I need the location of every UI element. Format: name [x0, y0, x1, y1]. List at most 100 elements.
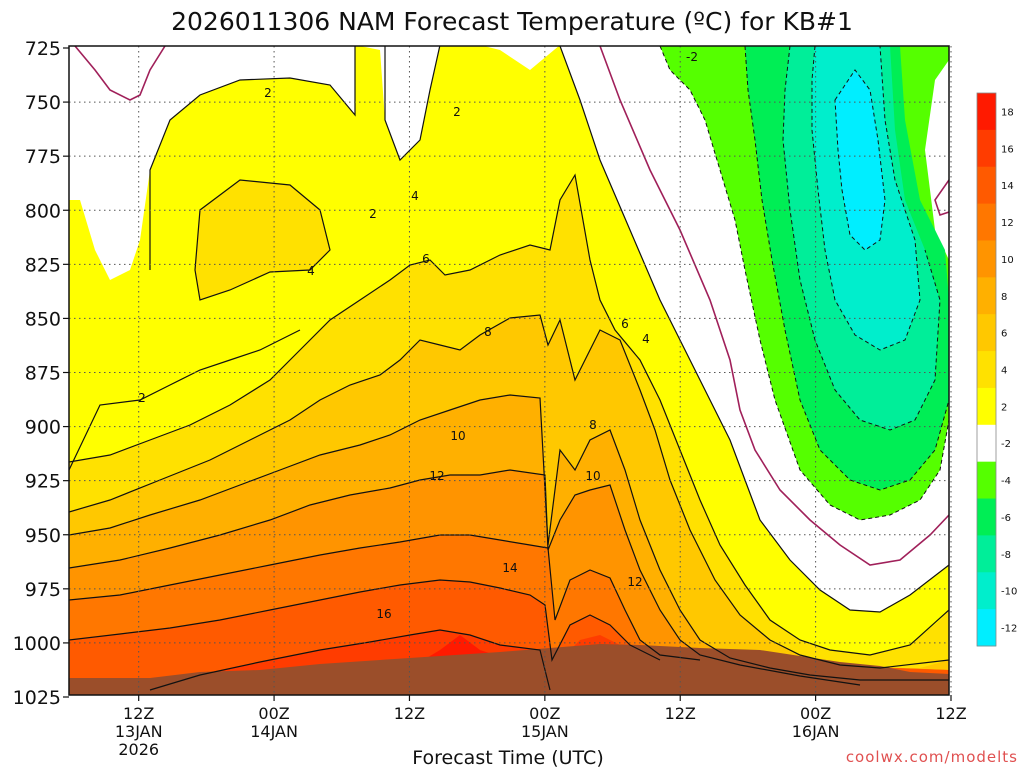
- contour-label: 12: [627, 575, 642, 589]
- isotherm-zero-ne: [934, 179, 949, 217]
- colorbar-segment: [977, 166, 996, 205]
- band-neg10-neg12: [835, 70, 885, 250]
- isotherm-2-upper: [149, 46, 356, 270]
- colorbar-label: -8: [1001, 550, 1011, 561]
- contour-label: 4: [307, 264, 315, 278]
- colorbar: 18 16 14 12 10 8 6 4 2 -2 -4 -6 -8 -10 -12: [976, 92, 1017, 647]
- colorbar-label: 2: [1001, 402, 1007, 413]
- colorbar-segment: [977, 277, 996, 315]
- colorbar-segment: [977, 93, 996, 131]
- plot-area: [69, 46, 949, 695]
- colorbar-label: 8: [1001, 292, 1007, 303]
- contour-label: 16: [376, 607, 391, 621]
- colorbar-label: 18: [1001, 107, 1014, 118]
- contour-label: 4: [642, 332, 650, 346]
- band-2-4-west: [69, 330, 300, 470]
- contour-label: 14: [502, 561, 517, 575]
- isotherm-neg10: [834, 69, 886, 251]
- colorbar-segment: [977, 129, 996, 168]
- x-tick-label: 12Z: [394, 704, 425, 723]
- x-tick-label: 13JAN: [115, 722, 163, 741]
- isotherm-4: [69, 173, 949, 656]
- x-tick-label: 00Z: [529, 704, 560, 723]
- x-tick-label: 00Z: [258, 704, 289, 723]
- contour-label: -2: [686, 50, 698, 64]
- isotherm-zero: [74, 46, 166, 101]
- y-tick-label: 925: [25, 471, 61, 493]
- colorbar-segment: [977, 314, 996, 352]
- isotherm-2-east: [559, 46, 949, 613]
- x-tick-label: 14JAN: [250, 722, 298, 741]
- isotherm-neg4: [744, 46, 949, 491]
- colorbar-label: -6: [1001, 513, 1011, 524]
- contour-lines: [69, 46, 949, 691]
- isotherm-2: [69, 329, 301, 471]
- colorbar-label: 10: [1001, 255, 1014, 266]
- y-tick-label: 950: [25, 525, 61, 547]
- colorbar-label: -2: [1001, 439, 1011, 450]
- contour-label: 10: [585, 469, 600, 483]
- colorbar-label: 12: [1001, 218, 1014, 229]
- contour-label: 2: [369, 207, 377, 221]
- isotherm-4-bubble: [194, 179, 331, 301]
- contour-label: 6: [422, 252, 430, 266]
- isotherm-2-mid: [384, 46, 441, 162]
- colorbar-segment: [977, 351, 996, 389]
- x-tick-label: 12Z: [123, 704, 154, 723]
- isotherm-14: [69, 579, 661, 662]
- colorbar-label: 16: [1001, 144, 1014, 155]
- contour-label: 2: [264, 86, 272, 100]
- isotherm-6: [69, 314, 949, 669]
- band-4-bubble: [195, 180, 330, 300]
- y-tick-label: 825: [25, 254, 61, 276]
- colorbar-segment: [977, 461, 996, 500]
- colorbar-label: 14: [1001, 181, 1014, 192]
- x-tick-label: 16JAN: [792, 722, 840, 741]
- isotherm-neg6: [782, 46, 941, 431]
- colorbar-segment: [977, 203, 996, 241]
- colorbar-label: 6: [1001, 329, 1007, 340]
- plot-frame: [68, 45, 950, 696]
- colorbar-frame: [976, 92, 997, 647]
- contour-label: 4: [411, 189, 419, 203]
- colorbar-segment: [977, 240, 996, 278]
- contour-label: 8: [589, 418, 597, 432]
- x-tick-label: 00Z: [800, 704, 831, 723]
- contour-label: 2: [138, 391, 146, 405]
- y-tick-label: 750: [25, 92, 61, 114]
- contour-label: 2: [453, 105, 461, 119]
- contour-label: 6: [621, 317, 629, 331]
- colorbar-segment: [977, 387, 996, 426]
- isotherm-zero-east: [599, 46, 949, 566]
- colorbar-segment: [977, 609, 996, 647]
- isotherm-neg8: [811, 46, 921, 351]
- isotherm-10: [69, 469, 861, 686]
- x-tick-label: 12Z: [665, 704, 696, 723]
- y-tick-label: 900: [25, 417, 61, 439]
- grid: [69, 46, 952, 695]
- contour-label: 8: [484, 325, 492, 339]
- contour-label: 10: [450, 429, 465, 443]
- x-tick-label: 15JAN: [521, 722, 569, 741]
- isotherm-16: [149, 629, 551, 691]
- colorbar-label: -12: [1001, 624, 1017, 635]
- colorbar-label: -4: [1001, 476, 1011, 487]
- contour-label: 12: [429, 469, 444, 483]
- x-tick-label: 2026: [118, 740, 159, 759]
- x-tick-label: 12Z: [935, 704, 966, 723]
- y-tick-label: 775: [25, 146, 61, 168]
- isotherm-12: [69, 534, 701, 661]
- colorbar-segment: [977, 424, 996, 463]
- y-tick-label: 875: [25, 363, 61, 385]
- colorbar-label: 4: [1001, 366, 1007, 377]
- y-tick-label: 850: [25, 308, 61, 330]
- colorbar-segment: [977, 535, 996, 573]
- chart-title: 2026011306 NAM Forecast Temperature (ºC)…: [171, 7, 853, 36]
- y-tick-label: 975: [25, 579, 61, 601]
- isotherm-neg2: [659, 46, 949, 521]
- colorbar-label: -10: [1001, 587, 1017, 598]
- colorbar-segment: [977, 498, 996, 536]
